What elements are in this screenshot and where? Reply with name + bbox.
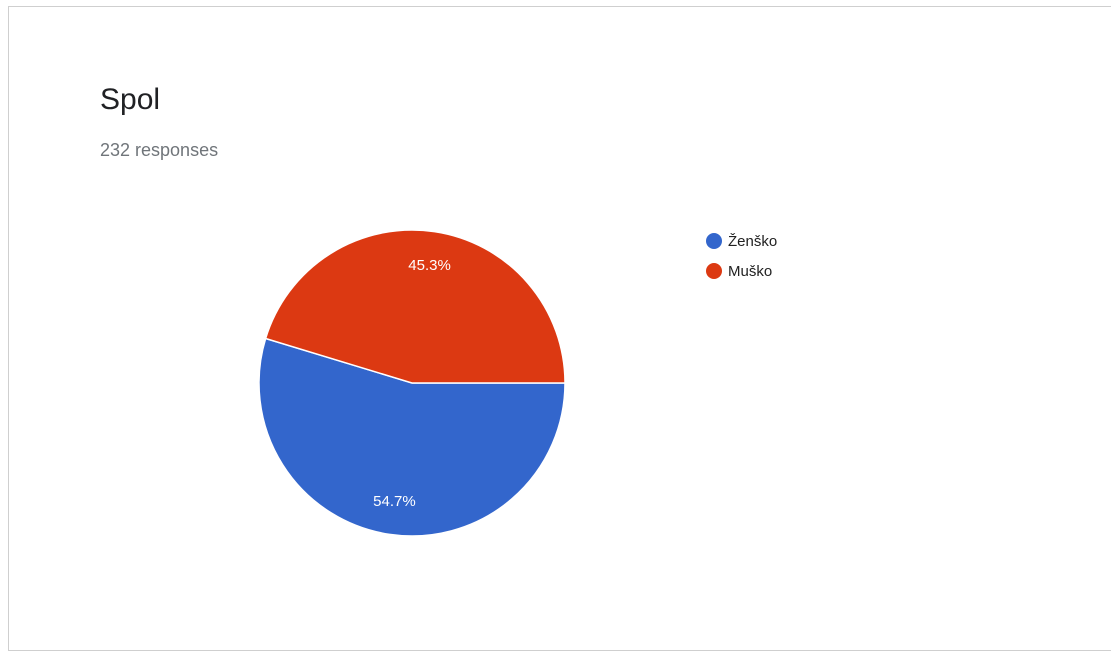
pie-slice-labels: 54.7% 45.3% <box>373 257 451 510</box>
chart-title: Spol <box>100 83 161 116</box>
pie-slice-label-2: 45.3% <box>408 257 451 274</box>
pie-chart: 54.7% 45.3% Ženško Muško <box>258 229 777 537</box>
chart-card: Spol 232 responses 54.7% 45.3% Ženško Mušk… <box>8 6 1111 651</box>
pie-slice-label-1: 54.7% <box>373 493 416 510</box>
response-count: 232 responses <box>100 140 219 160</box>
legend: Ženško Muško <box>706 233 777 280</box>
legend-swatch-1 <box>706 233 722 249</box>
legend-swatch-2 <box>706 263 722 279</box>
pie-slices <box>258 229 566 537</box>
pie-slice-1[interactable] <box>258 337 566 537</box>
legend-label-1[interactable]: Ženško <box>728 233 777 250</box>
pie-slice-2[interactable] <box>264 229 566 384</box>
legend-label-2[interactable]: Muško <box>728 263 772 280</box>
